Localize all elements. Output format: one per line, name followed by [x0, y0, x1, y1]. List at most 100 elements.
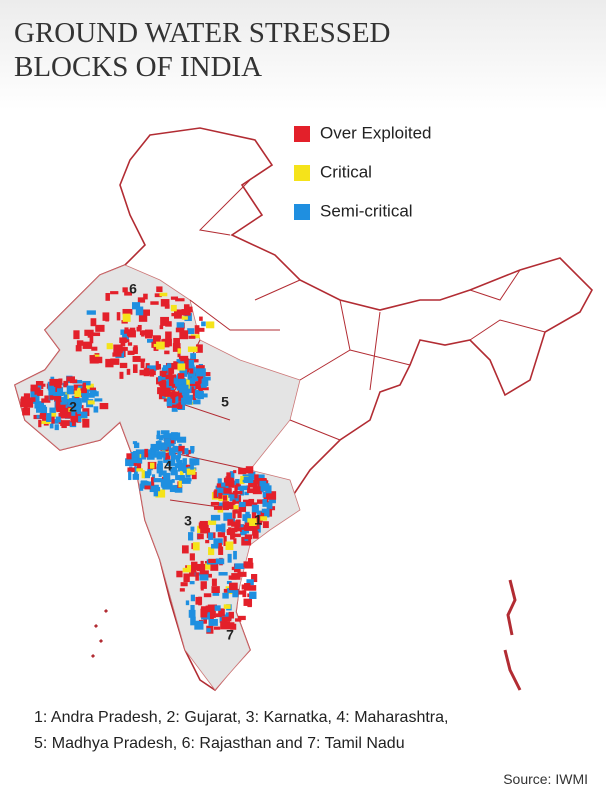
block-patch [213, 490, 219, 499]
block-patch [20, 396, 25, 401]
block-patch [178, 480, 182, 488]
block-patch [133, 442, 140, 449]
block-patch [158, 375, 162, 382]
block-patch [241, 584, 246, 590]
block-patch [244, 583, 251, 591]
block-patch [68, 408, 73, 412]
block-patch [159, 380, 168, 388]
block-patch [194, 390, 199, 399]
legend-swatch [294, 126, 310, 142]
block-patch [215, 524, 224, 532]
block-patch [211, 543, 219, 549]
block-patch [93, 356, 103, 364]
block-patch [214, 605, 221, 611]
islands [90, 608, 109, 659]
footnote: 5: Madhya Pradesh, 6: Rajasthan and 7: T… [34, 735, 405, 752]
block-patch [200, 378, 206, 388]
block-patch [225, 541, 234, 550]
block-patch [174, 362, 179, 369]
block-patch [221, 616, 232, 622]
block-patch [129, 327, 136, 332]
footnote: 1: Andra Pradesh, 2: Gujarat, 3: Karnatk… [34, 709, 448, 726]
block-patch [23, 398, 34, 408]
block-patch [110, 291, 119, 295]
block-patch [153, 478, 162, 483]
block-patch [175, 475, 185, 481]
block-patch [185, 600, 190, 606]
block-patch [215, 613, 222, 618]
title-line: GROUND WATER STRESSED [14, 17, 391, 49]
block-patch [202, 376, 211, 381]
block-patch [228, 575, 237, 580]
block-patch [22, 407, 31, 416]
block-patch [205, 605, 211, 612]
block-patch [164, 438, 171, 447]
block-patch [188, 609, 196, 618]
block-patch [206, 610, 216, 618]
block-patch [192, 396, 197, 400]
block-patch [198, 385, 203, 392]
block-patch [133, 450, 140, 458]
block-patch [175, 298, 185, 302]
block-patch [161, 370, 167, 378]
block-patch [208, 618, 218, 626]
block-patch [144, 329, 153, 339]
block-patch [146, 451, 155, 460]
block-patch [195, 368, 206, 377]
block-patch [248, 471, 256, 480]
block-patch [119, 362, 128, 369]
block-patch [176, 322, 185, 330]
block-patch [230, 532, 234, 536]
block-patch [160, 316, 170, 326]
block-patch [162, 395, 166, 399]
block-patch [196, 563, 206, 572]
block-patch [143, 471, 151, 479]
block-patch [186, 382, 194, 386]
block-patch [199, 520, 208, 528]
block-patch [175, 327, 185, 333]
block-patch [172, 446, 182, 453]
block-patch [95, 324, 105, 332]
block-patch [188, 532, 194, 541]
block-patch [176, 436, 187, 443]
block-patch [210, 562, 219, 571]
block-patch [124, 339, 130, 343]
block-patch [229, 582, 238, 591]
block-patch [249, 591, 257, 599]
block-patch [133, 462, 137, 466]
block-patch [252, 486, 262, 495]
block-patch [210, 501, 220, 506]
block-patch [257, 513, 264, 517]
block-patch [180, 383, 188, 387]
block-patch [218, 502, 225, 508]
block-patch [195, 344, 203, 353]
block-patch [168, 368, 173, 377]
block-patch [177, 363, 186, 371]
block-patch [153, 487, 159, 497]
block-patch [76, 340, 84, 346]
block-patch [221, 523, 226, 533]
block-patch [194, 325, 200, 334]
block-patch [156, 286, 163, 293]
legend-label: Critical [320, 162, 372, 181]
block-patch [132, 473, 139, 480]
block-patch [208, 547, 215, 556]
block-patch [252, 531, 259, 539]
legend-swatch [294, 165, 310, 181]
block-patch [223, 604, 231, 609]
block-patch [144, 481, 152, 490]
block-patch [237, 571, 247, 577]
block-patch [240, 532, 247, 536]
block-patch [69, 379, 78, 384]
block-patch [56, 387, 64, 396]
block-patch [208, 520, 217, 525]
block-patch [136, 326, 141, 332]
block-patch [227, 519, 234, 526]
block-patch [122, 313, 131, 322]
block-patch [180, 582, 188, 587]
block-patch [170, 296, 179, 300]
block-patch [129, 455, 140, 464]
block-patch [81, 395, 89, 403]
block-patch [247, 518, 257, 527]
